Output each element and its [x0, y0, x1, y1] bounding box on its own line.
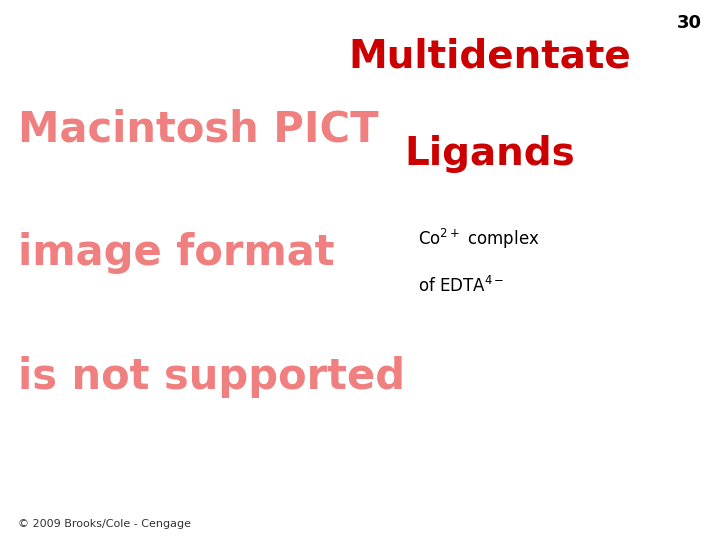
Text: Co$^{2+}$ complex: Co$^{2+}$ complex — [418, 227, 539, 251]
Text: Ligands: Ligands — [404, 135, 575, 173]
Text: 30: 30 — [677, 14, 702, 31]
Text: is not supported: is not supported — [18, 356, 405, 399]
Text: © 2009 Brooks/Cole - Cengage: © 2009 Brooks/Cole - Cengage — [18, 519, 191, 529]
Text: Macintosh PICT: Macintosh PICT — [18, 108, 379, 150]
Text: image format: image format — [18, 232, 335, 274]
Text: of EDTA$^{4-}$: of EDTA$^{4-}$ — [418, 275, 504, 295]
Text: Multidentate: Multidentate — [348, 38, 631, 76]
